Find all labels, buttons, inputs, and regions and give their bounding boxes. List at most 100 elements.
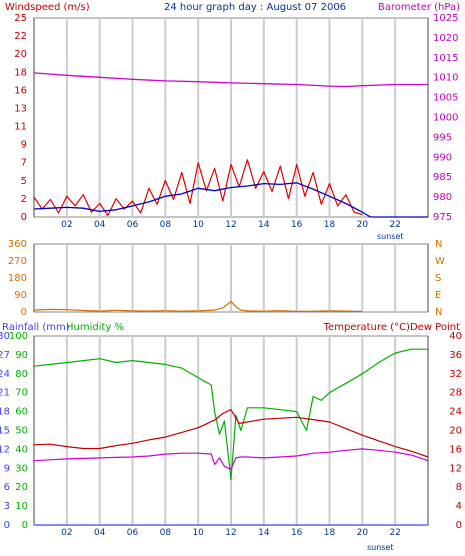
barometer-tick-label: 1000 [433,113,458,124]
wind-series-line [33,159,363,216]
rainfall-tick-label: 3 [4,501,10,512]
barometer-tick-label: 990 [433,152,452,163]
windspeed-axis-label: Windspeed (m/s) [5,2,90,13]
chart-title: 24 hour graph day : August 07 2006 [164,2,346,13]
direction-tick-label: 270 [8,256,27,267]
compass-tick-label: N [435,239,442,250]
x-tick-label: 06 [127,528,139,538]
x-tick-label: 12 [225,220,236,230]
windspeed-tick-label: 16 [14,85,27,96]
compass-tick-label: N [435,307,442,318]
compass-tick-label: W [435,256,445,267]
humidity-tick-label: 80 [15,369,28,380]
humidity-tick-label: 0 [22,520,28,531]
rain-humidity-temp-panel: 02 04 06 08 10 12 14 16 18 20 22 0 0 0 3 10 4 6 20 8 9 30 12 12… [0,331,462,538]
baro-series-line [33,72,428,88]
wind-direction-line [33,301,363,312]
windspeed-tick-label: 11 [14,122,27,133]
windspeed-tick-label: 18 [14,67,27,78]
rainfall-axis-label: Rainfall (mm) [2,322,70,333]
wind-pressure-panel: 02 04 06 08 10 12 14 16 18 20 22025791113161820222… [14,13,458,230]
temperature-tick-label: 20 [449,426,462,437]
temperature-tick-label: 0 [456,520,462,531]
temperature-tick-label: 8 [456,482,462,493]
rainfall-tick-label: 21 [0,388,10,399]
barometer-tick-label: 1025 [433,13,458,24]
rainfall-tick-label: 15 [0,426,10,437]
direction-tick-label: 90 [14,290,27,301]
direction-tick-label: 180 [8,273,27,284]
barometer-tick-label: 975 [433,212,452,223]
x-tick-label: 16 [291,220,303,230]
humidity-tick-label: 60 [15,407,28,418]
x-tick-label: 12 [225,528,236,538]
x-tick-label: 02 [61,220,72,230]
sunset-label-top: sunset [377,232,404,241]
windspeed-tick-label: 2 [21,194,27,205]
rainfall-tick-label: 27 [0,350,10,361]
x-tick-label: 08 [160,220,172,230]
humidity-series-line [33,348,428,481]
windspeed-tick-label: 25 [14,13,27,24]
barometer-tick-label: 980 [433,192,452,203]
x-tick-label: 20 [357,528,369,538]
x-tick-label: 04 [94,528,106,538]
rainfall-tick-label: 30 [0,331,10,342]
barometer-axis-label: Barometer (hPa) [378,2,460,13]
temperature-tick-label: 24 [449,407,462,418]
temperature-tick-label: 16 [449,444,462,455]
temperature-dewpoint-axis-label: Temperature (°C)Dew Point [323,322,460,333]
rainfall-tick-label: 0 [4,520,10,531]
sunset-label-bottom: sunset [367,543,394,552]
windspeed-tick-label: 5 [21,176,27,187]
wind_avg-series-line [33,182,371,218]
humidity-tick-label: 50 [15,426,28,437]
x-tick-label: 14 [258,528,270,538]
direction-tick-label: 360 [8,239,27,250]
direction-tick-label: 0 [21,307,27,318]
barometer-tick-label: 1020 [433,33,458,44]
x-tick-label: 20 [357,220,369,230]
barometer-tick-label: 995 [433,132,452,143]
temperature-tick-label: 28 [449,388,462,399]
x-tick-label: 22 [389,528,400,538]
barometer-tick-label: 1005 [433,93,458,104]
windspeed-tick-label: 22 [14,31,27,42]
temperature-series-line [33,409,429,458]
x-tick-label: 14 [258,220,270,230]
temperature-tick-label: 40 [449,331,462,342]
x-tick-label: 08 [160,528,172,538]
humidity-axis-label: Humidity % [66,322,124,333]
windspeed-tick-label: 20 [14,49,27,60]
temperature-tick-label: 32 [449,369,462,380]
barometer-tick-label: 985 [433,172,452,183]
x-tick-label: 02 [61,528,72,538]
x-tick-label: 10 [192,528,204,538]
humidity-tick-label: 70 [15,388,28,399]
humidity-tick-label: 100 [9,331,28,342]
windspeed-tick-label: 13 [14,103,27,114]
humidity-tick-label: 10 [15,501,28,512]
barometer-tick-label: 1015 [433,53,458,64]
humidity-tick-label: 20 [15,482,28,493]
x-tick-label: 18 [324,220,336,230]
rainfall-tick-label: 24 [0,369,10,380]
x-tick-label: 04 [94,220,106,230]
x-tick-label: 06 [127,220,139,230]
windspeed-tick-label: 9 [21,140,27,151]
x-tick-label: 16 [291,528,303,538]
rainfall-tick-label: 6 [4,482,10,493]
compass-tick-label: E [435,290,441,301]
rainfall-tick-label: 12 [0,444,10,455]
x-tick-label: 22 [389,220,400,230]
x-tick-label: 18 [324,528,336,538]
temperature-tick-label: 12 [449,463,462,474]
windspeed-tick-label: 0 [21,212,27,223]
x-tick-label: 10 [192,220,204,230]
humidity-tick-label: 90 [15,350,28,361]
temperature-tick-label: 4 [456,501,462,512]
rainfall-tick-label: 18 [0,407,10,418]
dew-series-line [33,448,429,470]
